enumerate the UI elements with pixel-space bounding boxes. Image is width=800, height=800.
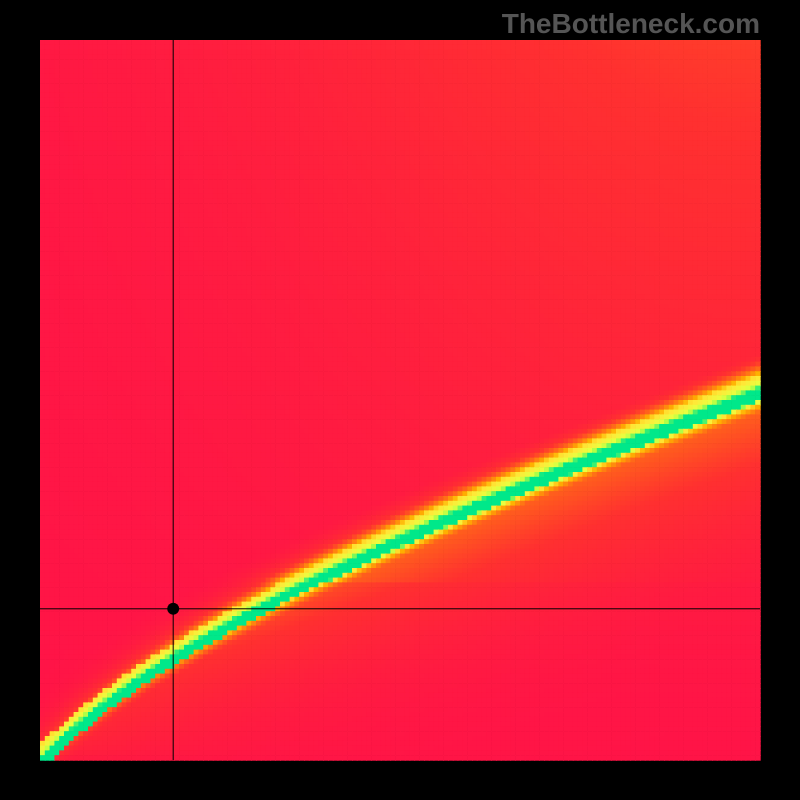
bottleneck-heatmap — [0, 0, 800, 800]
chart-container: TheBottleneck.com — [0, 0, 800, 800]
watermark-text: TheBottleneck.com — [502, 8, 760, 40]
